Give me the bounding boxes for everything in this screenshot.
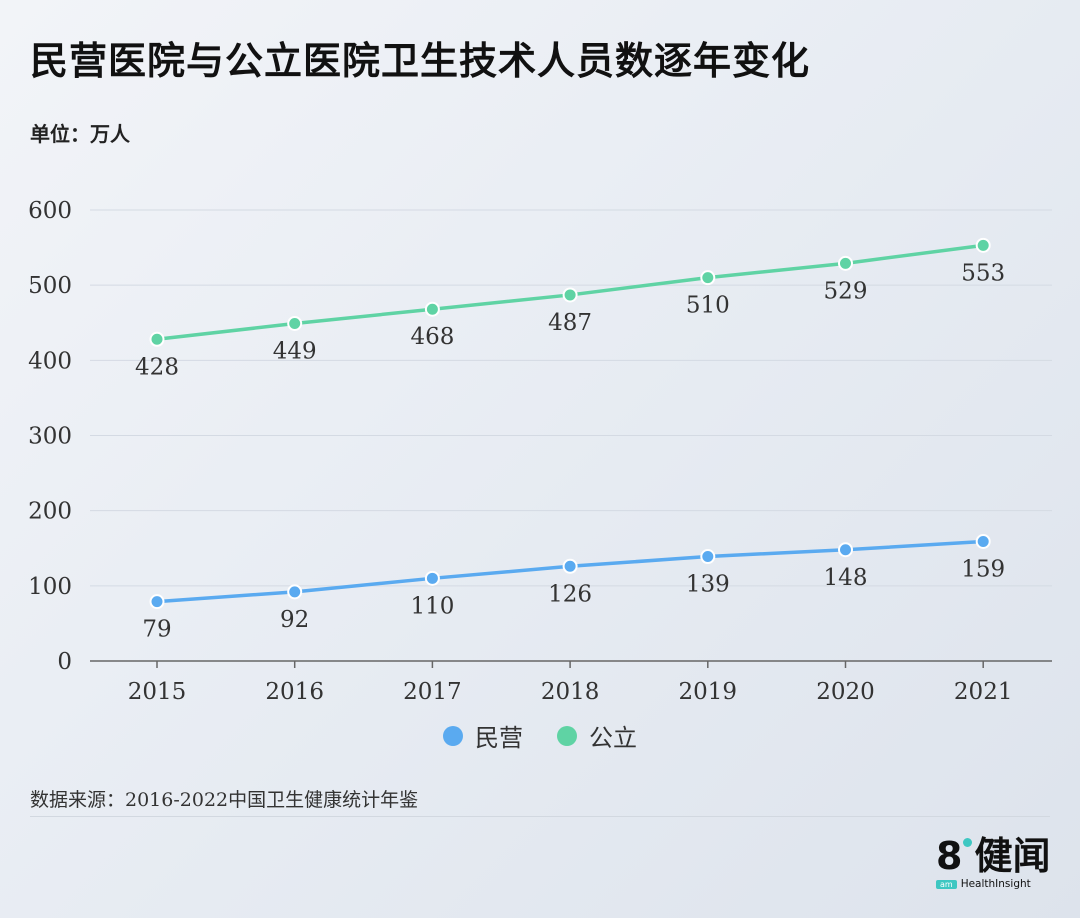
x-tick-label: 2015	[128, 679, 187, 705]
data-label: 553	[961, 260, 1005, 286]
data-point	[424, 570, 440, 586]
data-point	[149, 331, 165, 347]
brand-dot-icon	[963, 838, 973, 847]
y-tick-label: 300	[28, 424, 72, 450]
legend-item-public[interactable]: 公立	[557, 718, 637, 753]
data-label: 468	[410, 324, 454, 350]
brand-tag: am	[936, 879, 957, 889]
brand-logo: 8 健闻 am HealthInsight	[936, 836, 1054, 890]
data-label: 92	[280, 607, 309, 633]
x-tick-label: 2018	[541, 679, 600, 705]
brand-subtitle: HealthInsight	[960, 878, 1031, 890]
x-tick-label: 2016	[265, 679, 324, 705]
brand-number: 8	[936, 834, 963, 878]
x-tick-label: 2019	[679, 679, 738, 705]
data-point	[700, 549, 716, 565]
data-point	[562, 287, 578, 303]
data-label: 126	[548, 581, 592, 607]
data-point	[287, 316, 303, 332]
y-tick-label: 0	[57, 649, 72, 675]
data-point	[149, 594, 165, 610]
unit-label: 单位：万人	[30, 122, 130, 146]
y-tick-label: 500	[28, 273, 72, 299]
y-tick-label: 200	[28, 499, 72, 525]
data-label: 79	[142, 617, 171, 643]
data-source: 数据来源：2016-2022中国卫生健康统计年鉴	[30, 789, 419, 811]
chart-title: 民营医院与公立医院卫生技术人员数逐年变化	[30, 39, 811, 83]
legend: 民营 公立	[0, 718, 1080, 753]
data-label: 139	[686, 572, 730, 598]
y-tick-label: 600	[28, 198, 72, 224]
x-tick-label: 2017	[403, 679, 462, 705]
data-label: 487	[548, 310, 592, 336]
data-point	[287, 584, 303, 600]
data-label: 159	[961, 556, 1005, 582]
brand-name: 健闻	[974, 834, 1051, 878]
x-tick-label: 2021	[954, 679, 1013, 705]
data-point	[562, 558, 578, 574]
data-label: 428	[135, 354, 179, 380]
x-tick-label: 2020	[816, 679, 875, 705]
data-point	[975, 237, 991, 253]
data-point	[424, 301, 440, 317]
data-label: 110	[410, 593, 454, 619]
data-point	[700, 270, 716, 286]
legend-dot-private	[443, 725, 463, 746]
y-tick-label: 100	[28, 574, 72, 600]
legend-dot-public	[557, 725, 577, 746]
y-tick-label: 400	[28, 348, 72, 374]
divider	[30, 816, 1050, 817]
legend-item-private[interactable]: 民营	[443, 718, 523, 753]
data-label: 510	[686, 293, 730, 319]
data-label: 449	[273, 339, 317, 365]
legend-label-public: 公立	[589, 724, 637, 752]
data-point	[838, 542, 853, 558]
legend-label-private: 民营	[475, 724, 523, 752]
data-label: 529	[824, 278, 868, 304]
data-point	[838, 255, 853, 271]
data-label: 148	[824, 565, 868, 591]
data-point	[975, 533, 991, 549]
